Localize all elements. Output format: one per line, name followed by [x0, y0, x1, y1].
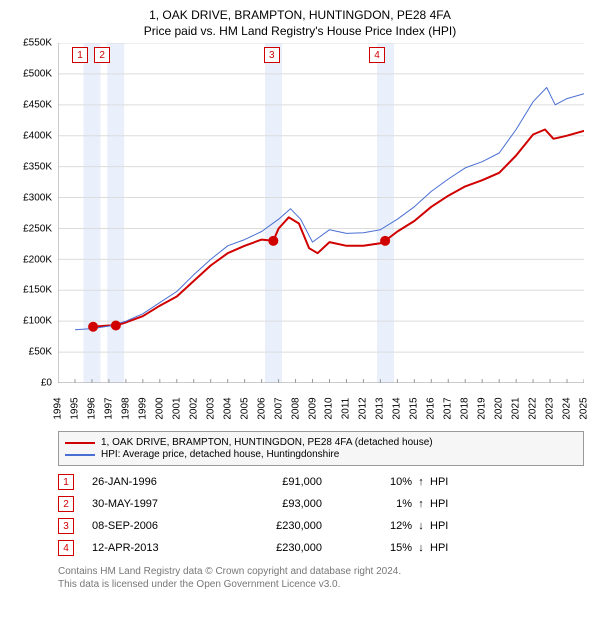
x-tick-label: 2018 [460, 398, 471, 420]
marker-number-box: 1 [58, 474, 74, 490]
x-tick-label: 2008 [290, 398, 301, 420]
x-tick-label: 2005 [239, 398, 250, 420]
y-tick-label: £400K [10, 130, 52, 141]
hpi-label: HPI [430, 520, 470, 532]
hpi-label: HPI [430, 498, 470, 510]
marker-number-box: 4 [58, 540, 74, 556]
plot-area: £0£50K£100K£150K£200K£250K£300K£350K£400… [58, 43, 584, 383]
x-tick-label: 2011 [341, 398, 352, 420]
x-tick-label: 1995 [69, 398, 80, 420]
y-tick-label: £450K [10, 100, 52, 111]
sale-price: £230,000 [222, 520, 352, 532]
footnote-line2: This data is licensed under the Open Gov… [58, 579, 584, 592]
x-axis-ticks: 1994199519961997199819992000200120022003… [58, 385, 584, 425]
x-tick-label: 2003 [205, 398, 216, 420]
chart-title-line2: Price paid vs. HM Land Registry's House … [10, 24, 590, 40]
x-tick-label: 2001 [171, 398, 182, 420]
y-tick-label: £50K [10, 347, 52, 358]
y-tick-label: £300K [10, 192, 52, 203]
y-tick-label: £100K [10, 316, 52, 327]
plot-svg [58, 43, 584, 383]
arrow-up-icon: ↑ [412, 476, 430, 488]
x-tick-label: 2009 [307, 398, 318, 420]
chart-titles: 1, OAK DRIVE, BRAMPTON, HUNTINGDON, PE28… [10, 8, 590, 39]
x-tick-label: 2019 [477, 398, 488, 420]
sale-date: 08-SEP-2006 [92, 520, 222, 532]
x-tick-label: 2025 [579, 398, 590, 420]
legend-row: HPI: Average price, detached house, Hunt… [65, 449, 577, 460]
x-tick-label: 1996 [86, 398, 97, 420]
callout-box: 1 [72, 47, 88, 63]
y-tick-label: £500K [10, 69, 52, 80]
legend-label: HPI: Average price, detached house, Hunt… [101, 449, 339, 460]
y-tick-label: £550K [10, 38, 52, 49]
hpi-label: HPI [430, 476, 470, 488]
table-row: 3 08-SEP-2006£230,00012%↓HPI [58, 518, 584, 534]
x-tick-label: 2013 [375, 398, 386, 420]
arrow-down-icon: ↓ [412, 520, 430, 532]
x-tick-label: 2014 [392, 398, 403, 420]
y-tick-label: £200K [10, 254, 52, 265]
x-tick-label: 1994 [53, 398, 64, 420]
x-tick-label: 2002 [188, 398, 199, 420]
x-tick-label: 2023 [545, 398, 556, 420]
sale-pct: 10% [352, 476, 412, 488]
sale-price: £91,000 [222, 476, 352, 488]
sale-pct: 15% [352, 542, 412, 554]
arrow-down-icon: ↓ [412, 542, 430, 554]
sale-pct: 1% [352, 498, 412, 510]
chart-title-line1: 1, OAK DRIVE, BRAMPTON, HUNTINGDON, PE28… [10, 8, 590, 24]
marker-number-box: 2 [58, 496, 74, 512]
table-row: 4 12-APR-2013£230,00015%↓HPI [58, 540, 584, 556]
y-tick-label: £0 [10, 378, 52, 389]
sale-date: 12-APR-2013 [92, 542, 222, 554]
x-tick-label: 2017 [443, 398, 454, 420]
legend-label: 1, OAK DRIVE, BRAMPTON, HUNTINGDON, PE28… [101, 437, 433, 448]
x-tick-label: 2022 [528, 398, 539, 420]
x-tick-label: 2015 [409, 398, 420, 420]
sale-pct: 12% [352, 520, 412, 532]
legend-row: 1, OAK DRIVE, BRAMPTON, HUNTINGDON, PE28… [65, 437, 577, 448]
legend-swatch [65, 442, 95, 444]
x-tick-label: 1999 [137, 398, 148, 420]
table-row: 2 30-MAY-1997£93,0001%↑HPI [58, 496, 584, 512]
x-tick-label: 2010 [324, 398, 335, 420]
callout-box: 2 [94, 47, 110, 63]
x-tick-label: 2000 [154, 398, 165, 420]
x-tick-label: 2006 [256, 398, 267, 420]
sale-price: £230,000 [222, 542, 352, 554]
x-tick-label: 1997 [103, 398, 114, 420]
sale-date: 26-JAN-1996 [92, 476, 222, 488]
hpi-label: HPI [430, 542, 470, 554]
x-tick-label: 2024 [562, 398, 573, 420]
y-axis-ticks: £0£50K£100K£150K£200K£250K£300K£350K£400… [10, 43, 54, 383]
x-tick-label: 2016 [426, 398, 437, 420]
sale-price: £93,000 [222, 498, 352, 510]
footnote-line1: Contains HM Land Registry data © Crown c… [58, 566, 584, 579]
y-tick-label: £350K [10, 161, 52, 172]
x-tick-label: 2012 [358, 398, 369, 420]
arrow-up-icon: ↑ [412, 498, 430, 510]
callout-box: 4 [369, 47, 385, 63]
sales-table: 126-JAN-1996£91,00010%↑HPI230-MAY-1997£9… [58, 474, 584, 556]
x-tick-label: 2020 [494, 398, 505, 420]
y-tick-label: £250K [10, 223, 52, 234]
table-row: 1 26-JAN-1996£91,00010%↑HPI [58, 474, 584, 490]
y-tick-label: £150K [10, 285, 52, 296]
x-tick-label: 1998 [120, 398, 131, 420]
chart-container: 1, OAK DRIVE, BRAMPTON, HUNTINGDON, PE28… [0, 0, 600, 599]
marker-number-box: 3 [58, 518, 74, 534]
x-tick-label: 2021 [511, 398, 522, 420]
footnote: Contains HM Land Registry data © Crown c… [58, 566, 584, 591]
callout-box: 3 [264, 47, 280, 63]
legend-swatch [65, 454, 95, 456]
legend: 1, OAK DRIVE, BRAMPTON, HUNTINGDON, PE28… [58, 431, 584, 466]
x-tick-label: 2007 [273, 398, 284, 420]
sale-date: 30-MAY-1997 [92, 498, 222, 510]
x-tick-label: 2004 [222, 398, 233, 420]
